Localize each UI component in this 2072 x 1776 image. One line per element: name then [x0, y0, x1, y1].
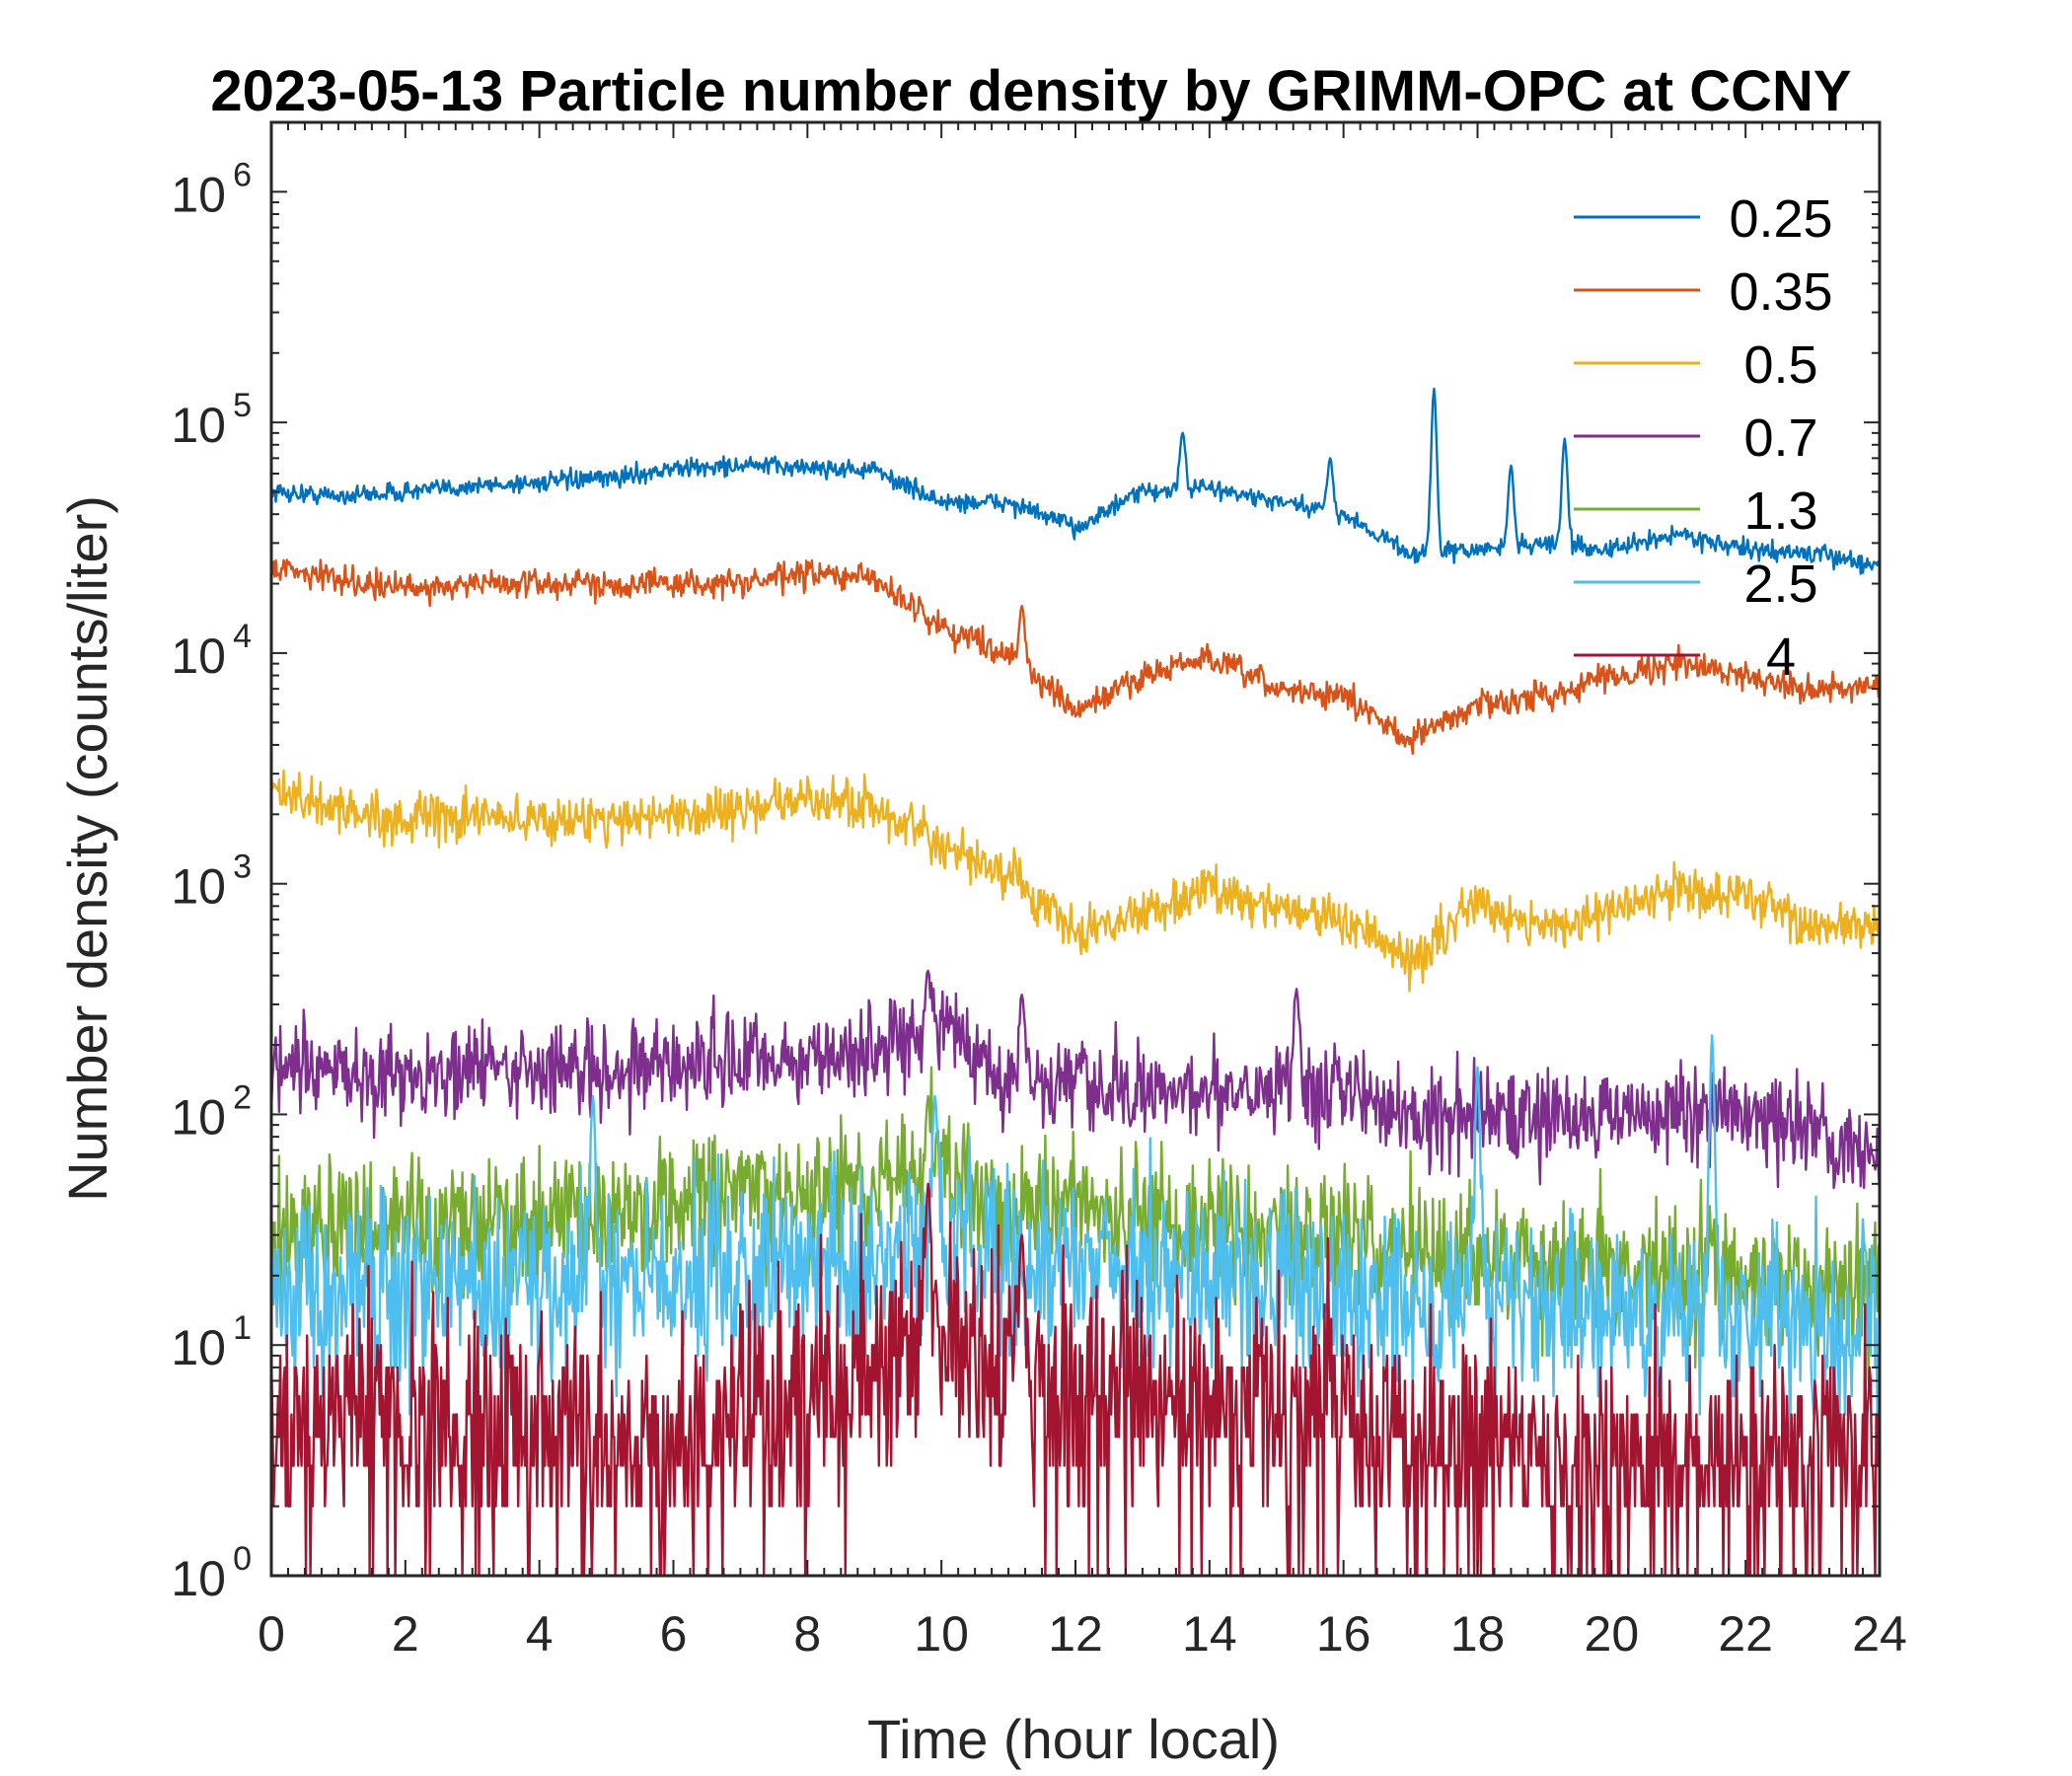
- y-tick-exponent: 2: [233, 1078, 252, 1116]
- x-axis-label: Time (hour local): [867, 1708, 1280, 1770]
- x-tick-label: 0: [258, 1606, 285, 1662]
- series-line-0_25: [269, 387, 1881, 575]
- chart-title: 2023-05-13 Particle number density by GR…: [210, 59, 1851, 123]
- series-line-0_5: [269, 769, 1882, 993]
- y-tick-exponent: 4: [233, 618, 252, 655]
- plot-lines: [269, 387, 1882, 1578]
- legend-label: 0.35: [1729, 262, 1832, 322]
- x-tick-label: 14: [1182, 1606, 1237, 1662]
- y-tick-label: 10: [171, 1551, 226, 1606]
- legend-label: 0.25: [1729, 189, 1832, 249]
- y-tick-exponent: 0: [233, 1540, 252, 1578]
- y-tick-exponent: 5: [233, 387, 252, 424]
- x-tick-label: 12: [1048, 1606, 1103, 1662]
- y-tick-exponent: 3: [233, 849, 252, 886]
- y-axis-label: Number density (counts/liter): [56, 495, 118, 1202]
- x-tick-label: 8: [793, 1606, 821, 1662]
- y-tick-label: 10: [171, 167, 226, 222]
- x-tick-label: 22: [1718, 1606, 1773, 1662]
- legend-label: 1.3: [1743, 481, 1817, 541]
- x-tick-label: 20: [1585, 1606, 1640, 1662]
- y-tick-exponent: 1: [233, 1309, 252, 1347]
- y-tick-label: 10: [171, 398, 226, 453]
- x-tick-label: 18: [1450, 1606, 1506, 1662]
- y-tick-label: 10: [171, 1320, 226, 1375]
- y-tick-label: 10: [171, 629, 226, 684]
- x-tick-label: 10: [914, 1606, 969, 1662]
- legend: 0.25 0.35 0.5 0.7 1.3 2.5 4: [1574, 189, 1833, 687]
- y-tick-exponent: 6: [233, 156, 252, 193]
- series-line-0_35: [269, 555, 1881, 756]
- series-line-0_7: [269, 969, 1882, 1194]
- y-tick-label: 10: [171, 1089, 226, 1145]
- x-tick-label: 6: [660, 1606, 688, 1662]
- x-tick-label: 24: [1852, 1606, 1907, 1662]
- legend-label: 0.5: [1743, 335, 1817, 395]
- legend-label: 0.7: [1743, 408, 1817, 468]
- x-tick-label: 2: [392, 1606, 419, 1662]
- legend-label: 4: [1766, 628, 1796, 687]
- series-line-4: [269, 1182, 1882, 1578]
- x-tick-label: 16: [1316, 1606, 1371, 1662]
- x-tick-label: 4: [526, 1606, 554, 1662]
- y-tick-label: 10: [171, 859, 226, 915]
- legend-label: 2.5: [1743, 555, 1817, 614]
